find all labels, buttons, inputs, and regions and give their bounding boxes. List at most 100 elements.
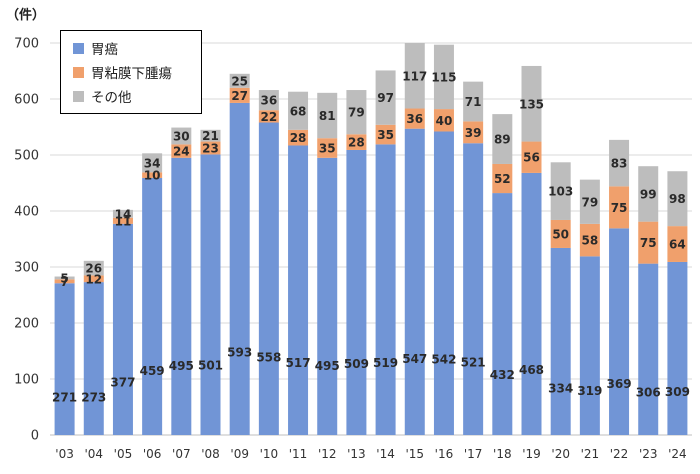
bar-segment-other [404, 43, 425, 109]
bars [54, 43, 688, 436]
bar-segment-gastric-cancer [375, 144, 396, 436]
bar-segment-gastric-cancer [579, 256, 600, 435]
bar-segment-gastric-cancer [521, 172, 542, 436]
data-label: 459 [140, 364, 165, 378]
data-label: 97 [377, 91, 394, 105]
data-label: 115 [431, 70, 456, 84]
x-tick-label: '23 [639, 447, 658, 461]
legend: 胃癌 胃粘膜下腫瘍 その他 [60, 30, 202, 114]
bar-segment-submucosal-tumor [112, 217, 133, 224]
data-label: 10 [144, 169, 161, 183]
bar-segment-gastric-cancer [463, 143, 484, 436]
bar-segment-other [521, 65, 542, 142]
x-tick-label: '19 [522, 447, 541, 461]
bar-segment-submucosal-tumor [463, 121, 484, 144]
x-axis-ticks: '03 '04 '05 '06 '07 '08 '09 '10 '11 '12 '13 '14 '15 '… [55, 447, 686, 461]
data-label: 319 [577, 384, 602, 398]
y-tick-label: 100 [14, 373, 39, 388]
data-label: 79 [582, 195, 599, 209]
y-axis-ticks: 0 100 200 300 400 500 600 700 [14, 37, 39, 444]
data-label: 12 [85, 272, 102, 286]
data-label: 50 [552, 227, 569, 241]
bar-segment-gastric-cancer [638, 263, 659, 435]
data-label: 509 [344, 357, 369, 371]
bar-segment-gastric-cancer [346, 149, 367, 435]
data-label: 81 [319, 109, 336, 123]
data-label: 521 [461, 356, 486, 370]
x-tick-label: '17 [464, 447, 483, 461]
x-tick-label: '07 [172, 447, 191, 461]
bar-segment-gastric-cancer [492, 193, 513, 435]
bar-segment-submucosal-tumor [346, 134, 367, 150]
bar-segment-gastric-cancer [317, 157, 338, 436]
bar-segment-gastric-cancer [142, 177, 163, 435]
bar-segment-gastric-cancer [433, 131, 454, 436]
x-tick-label: '20 [551, 447, 570, 461]
data-label: 52 [494, 172, 511, 186]
bar-segment-submucosal-tumor [229, 87, 250, 103]
bar-segment-other [112, 209, 133, 218]
data-label: 35 [319, 142, 336, 156]
y-tick-label: 600 [14, 93, 39, 108]
data-label: 495 [315, 359, 340, 373]
data-label: 28 [348, 136, 365, 150]
bar-segment-gastric-cancer [404, 128, 425, 435]
x-tick-label: '13 [347, 447, 366, 461]
bar-segment-gastric-cancer [288, 145, 309, 436]
bar-segment-submucosal-tumor [433, 109, 454, 132]
bar-segment-other [667, 171, 688, 227]
bar-segment-other [492, 114, 513, 164]
bar-segment-gastric-cancer [200, 154, 221, 435]
y-tick-label: 400 [14, 205, 39, 220]
data-label: 34 [144, 156, 161, 170]
y-tick-label: 200 [14, 317, 39, 332]
data-label: 5 [60, 271, 68, 285]
data-label: 273 [81, 390, 106, 404]
data-label: 519 [373, 356, 398, 370]
bar-segment-submucosal-tumor [609, 186, 630, 229]
data-label: 23 [202, 142, 219, 156]
legend-label: 胃粘膜下腫瘍 [91, 66, 172, 82]
data-label: 558 [256, 350, 281, 364]
bar-segment-other [433, 44, 454, 110]
bar-segment-submucosal-tumor [492, 163, 513, 194]
x-tick-label: '24 [668, 447, 687, 461]
y-axis-unit-label: （件） [6, 8, 46, 23]
x-tick-label: '08 [201, 447, 220, 461]
data-label: 36 [406, 112, 423, 126]
data-label: 11 [115, 214, 132, 228]
bar-segment-submucosal-tumor [638, 221, 659, 264]
data-label: 58 [582, 234, 599, 248]
legend-swatch [73, 90, 84, 102]
data-label: 71 [465, 95, 482, 109]
bar-segment-other [317, 92, 338, 139]
bar-segment-other [609, 139, 630, 187]
data-label: 98 [669, 192, 686, 206]
bar-segment-gastric-cancer [550, 247, 571, 435]
data-label: 35 [377, 128, 394, 142]
bar-segment-other [83, 260, 104, 276]
data-label: 309 [665, 385, 690, 399]
bar-segment-other [346, 90, 367, 135]
data-label: 99 [640, 187, 657, 201]
data-label: 14 [115, 207, 132, 221]
bar-segment-other [54, 276, 75, 280]
x-tick-label: '03 [55, 447, 74, 461]
data-label: 64 [669, 238, 686, 252]
legend-swatch [73, 66, 84, 78]
bar-segment-submucosal-tumor [54, 279, 75, 284]
bar-segment-gastric-cancer [609, 228, 630, 435]
data-label: 56 [523, 151, 540, 165]
legend-label: その他 [91, 90, 132, 106]
bar-segment-gastric-cancer [258, 122, 279, 436]
bar-segment-submucosal-tumor [521, 141, 542, 173]
data-label: 22 [261, 110, 278, 124]
y-tick-label: 0 [31, 429, 39, 444]
bar-segment-gastric-cancer [667, 261, 688, 435]
data-label: 468 [519, 363, 544, 377]
legend-swatch [73, 42, 84, 54]
data-label: 135 [519, 97, 544, 111]
data-label: 79 [348, 106, 365, 120]
legend-item-gastric-cancer: 胃癌 [73, 36, 201, 60]
